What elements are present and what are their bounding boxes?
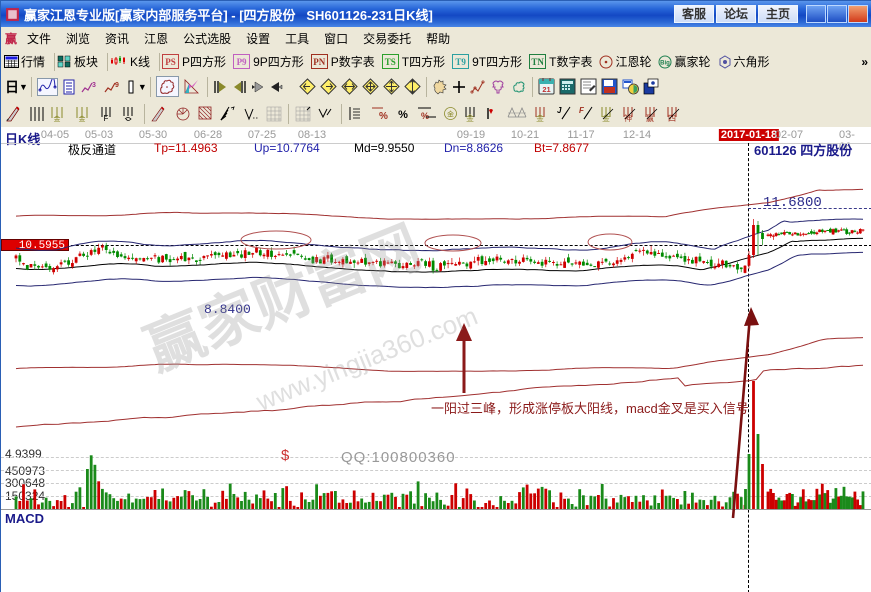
svg-text:21: 21 bbox=[542, 85, 550, 94]
svg-text:四: 四 bbox=[668, 114, 676, 122]
svg-text:%: % bbox=[379, 111, 388, 122]
svg-text:神: 神 bbox=[624, 113, 632, 122]
svg-text:%: % bbox=[398, 109, 408, 121]
svg-text:J: J bbox=[557, 106, 562, 115]
svg-text:3: 3 bbox=[92, 82, 96, 89]
svg-text:金: 金 bbox=[447, 110, 454, 119]
svg-text:金: 金 bbox=[79, 114, 86, 122]
svg-text:Big: Big bbox=[661, 60, 671, 66]
svg-text:F: F bbox=[104, 114, 109, 122]
svg-text:金: 金 bbox=[536, 113, 544, 122]
svg-text:赢: 赢 bbox=[646, 113, 654, 122]
svg-text:金: 金 bbox=[602, 113, 610, 122]
svg-text:金: 金 bbox=[54, 114, 61, 122]
svg-text:%: % bbox=[421, 111, 429, 121]
svg-text:金: 金 bbox=[466, 113, 474, 122]
svg-text:F: F bbox=[579, 106, 585, 115]
svg-text:9: 9 bbox=[115, 82, 119, 89]
